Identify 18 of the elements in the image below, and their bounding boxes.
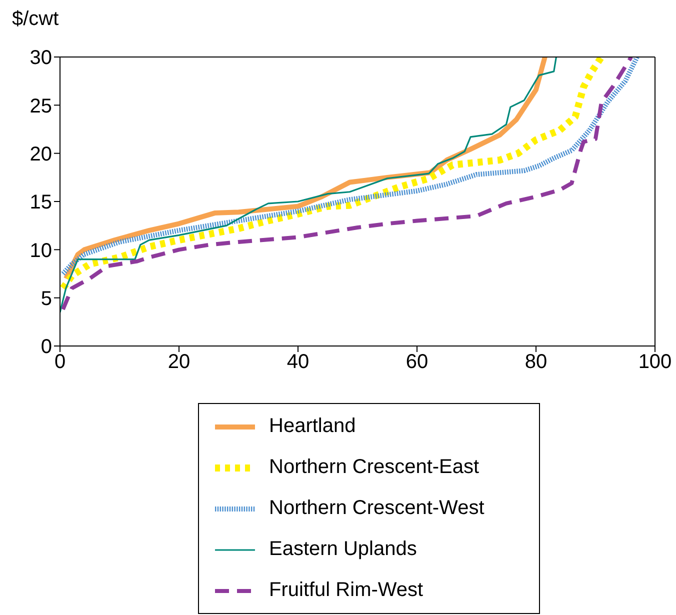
y-tick-label: 25 [30, 95, 52, 118]
y-tick-label: 30 [30, 47, 52, 70]
y-tick-label: 20 [30, 143, 52, 166]
x-tick-label: 80 [524, 351, 548, 374]
y-tick-label: 5 [40, 288, 52, 310]
legend-label: Eastern Uplands [269, 538, 417, 561]
legend-label: Northern Crescent-East [269, 456, 480, 479]
y-axis-title: $/cwt [12, 8, 59, 31]
y-tick-label: 0 [40, 336, 52, 358]
legend-label: Fruitful Rim-West [269, 579, 424, 602]
y-tick-label: 10 [30, 240, 52, 262]
x-tick-label: 100 [638, 351, 672, 374]
legend-label: Heartland [269, 415, 356, 438]
x-tick-label: 60 [406, 351, 428, 374]
y-tick-label: 15 [30, 192, 52, 214]
x-tick-label: 20 [168, 351, 190, 374]
x-tick-label: 40 [286, 351, 310, 374]
legend-label: Northern Crescent-West [269, 497, 484, 520]
